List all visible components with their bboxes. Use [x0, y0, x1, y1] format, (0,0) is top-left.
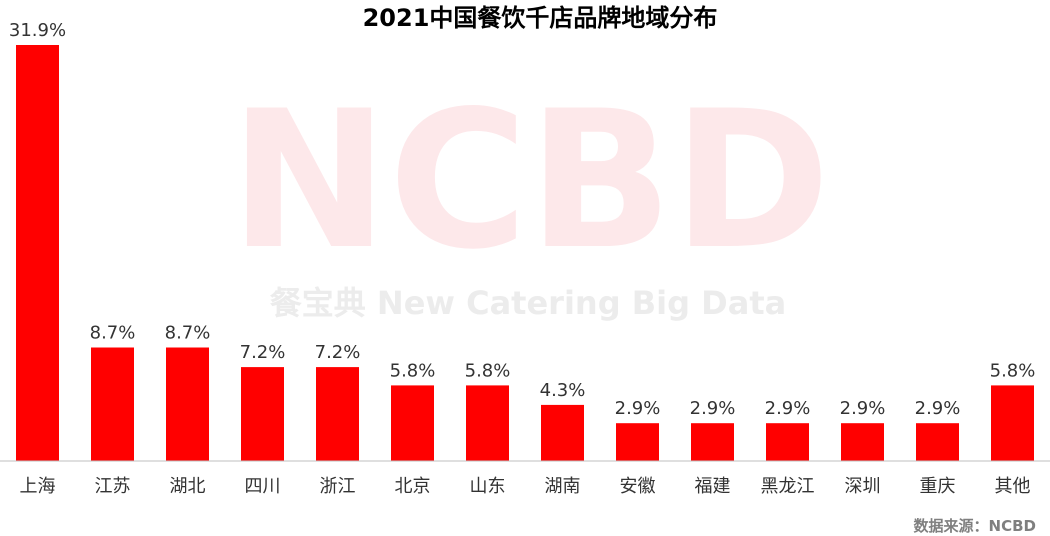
value-label-12: 2.9% [915, 398, 961, 419]
x-tick-label-2: 湖北 [170, 476, 206, 497]
bar-0 [16, 45, 59, 461]
value-label-9: 2.9% [690, 398, 736, 419]
bar-1 [91, 347, 134, 461]
bar-5 [391, 385, 434, 461]
value-label-3: 7.2% [240, 342, 286, 363]
bar-13 [991, 385, 1034, 461]
bar-6 [466, 385, 509, 461]
bar-11 [841, 423, 884, 461]
value-label-4: 7.2% [315, 342, 361, 363]
x-tick-labels: 上海 江苏 湖北 四川 浙江 北京 山东 湖南 安徽 福建 黑龙江 深圳 重庆 其他 [20, 476, 1031, 497]
watermark-logo: NCBD [230, 70, 831, 291]
x-tick-label-11: 深圳 [845, 476, 881, 497]
x-tick-label-8: 安徽 [620, 476, 656, 497]
value-label-1: 8.7% [90, 323, 136, 344]
value-label-2: 8.7% [165, 323, 211, 344]
bar-3 [241, 367, 284, 461]
x-tick-label-0: 上海 [20, 476, 56, 497]
value-label-10: 2.9% [765, 398, 811, 419]
watermark-subtitle: 餐宝典 New Catering Big Data [270, 284, 786, 322]
value-label-5: 5.8% [390, 360, 436, 381]
value-label-13: 5.8% [990, 360, 1036, 381]
value-label-8: 2.9% [615, 398, 661, 419]
x-tick-label-13: 其他 [995, 476, 1031, 497]
value-label-6: 5.8% [465, 360, 511, 381]
value-label-0: 31.9% [9, 20, 66, 41]
x-tick-label-9: 福建 [695, 476, 731, 497]
x-tick-label-3: 四川 [245, 476, 281, 497]
value-labels-layer: 31.9% 8.7% 8.7% 7.2% 7.2% 5.8% 5.8% 4.3% 2.9% 2.9… [9, 20, 1035, 419]
value-label-11: 2.9% [840, 398, 886, 419]
x-tick-label-6: 山东 [470, 476, 506, 497]
watermark: NCBD 餐宝典 New Catering Big Data [230, 70, 831, 322]
bars-layer [16, 45, 1034, 461]
x-tick-label-12: 重庆 [920, 476, 956, 497]
x-tick-label-1: 江苏 [95, 476, 131, 497]
bar-10 [766, 423, 809, 461]
value-label-7: 4.3% [540, 380, 586, 401]
bar-12 [916, 423, 959, 461]
bar-2 [166, 347, 209, 461]
chart-title: 2021中国餐饮千店品牌地域分布 [363, 4, 718, 32]
bar-7 [541, 404, 584, 461]
x-tick-label-7: 湖南 [545, 476, 581, 497]
bar-9 [691, 423, 734, 461]
x-tick-label-10: 黑龙江 [761, 476, 815, 497]
bar-4 [316, 367, 359, 461]
bar-8 [616, 423, 659, 461]
x-tick-label-4: 浙江 [320, 476, 356, 497]
x-tick-label-5: 北京 [395, 476, 431, 497]
source-note: 数据来源：NCBD [914, 517, 1036, 535]
